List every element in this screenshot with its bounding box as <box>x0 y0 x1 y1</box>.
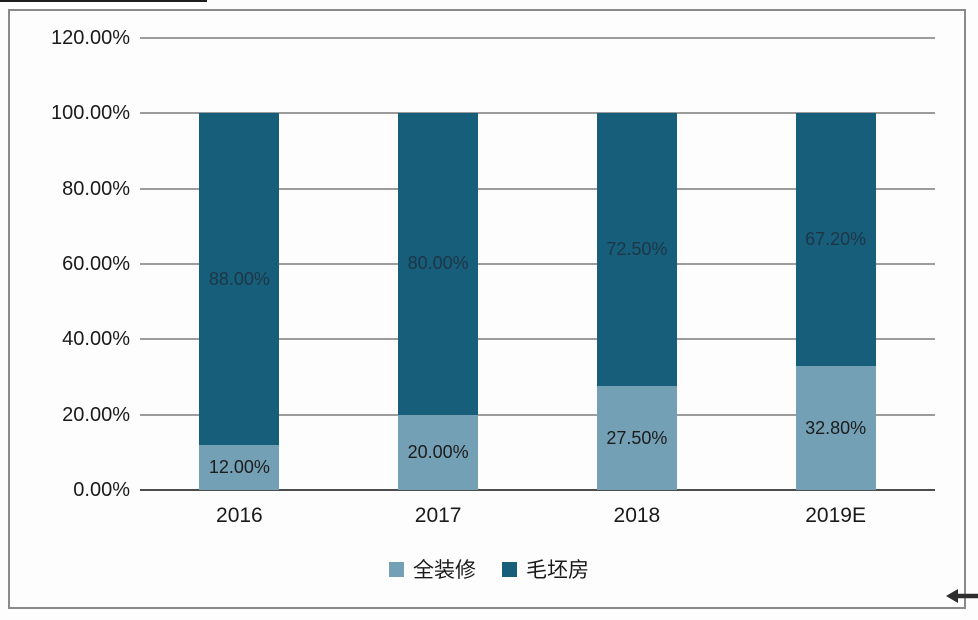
gridline <box>140 338 935 341</box>
x-axis-tick-label: 2018 <box>613 504 661 527</box>
y-axis-tick-label: 20.00% <box>62 403 130 426</box>
bar-segment-series-1-2018: 72.50% <box>596 113 677 387</box>
x-axis-baseline <box>140 489 935 491</box>
legend-label: 毛坯房 <box>526 559 589 582</box>
gridline <box>140 413 935 416</box>
bar-value-label: 20.00% <box>407 441 469 462</box>
gridline <box>140 263 935 265</box>
top-edge-artifact-line <box>0 0 207 2</box>
bar-value-label: 32.80% <box>805 417 867 438</box>
bar-value-label: 88.00% <box>208 268 270 289</box>
x-axis-tick-label: 2017 <box>414 504 462 527</box>
legend-item-0: 全装修 <box>389 554 476 584</box>
y-axis-tick-label: 80.00% <box>62 177 130 200</box>
y-axis-tick-label: 60.00% <box>62 253 130 275</box>
bar-value-label: 80.00% <box>407 253 469 274</box>
legend-item-1: 毛坯房 <box>502 554 589 584</box>
legend-swatch-icon <box>502 561 517 577</box>
bar-value-label: 72.50% <box>606 239 668 260</box>
bar-segment-series-0-2019E: 32.80% <box>795 366 876 490</box>
y-axis-tick-label: 40.00% <box>62 328 130 351</box>
gridline <box>140 187 935 190</box>
bar-value-label: 67.20% <box>805 229 867 250</box>
bar-segment-series-0-2017: 20.00% <box>398 414 479 490</box>
y-axis-tick-label: 100.00% <box>51 102 130 125</box>
chart-legend: 全装修 毛坯房 <box>0 554 978 584</box>
y-axis-tick-label: 120.00% <box>51 27 130 49</box>
bar-segment-series-0-2016: 12.00% <box>199 444 280 490</box>
x-axis-tick-label: 2016 <box>216 504 263 527</box>
legend-swatch-icon <box>389 561 404 577</box>
legend-label: 全装修 <box>413 559 476 582</box>
gridline <box>140 37 935 39</box>
bar-segment-series-1-2016: 88.00% <box>199 113 280 445</box>
x-axis-tick-label: 2019E <box>805 504 866 527</box>
bar-value-label: 27.50% <box>606 427 668 448</box>
y-axis-tick-label: 0.00% <box>73 479 130 501</box>
cursor-arrow-icon <box>946 589 978 603</box>
bar-value-label: 12.00% <box>208 456 270 477</box>
bar-segment-series-1-2019E: 67.20% <box>795 113 876 367</box>
bar-segment-series-1-2017: 80.00% <box>398 113 479 415</box>
gridline <box>140 112 935 115</box>
bar-segment-series-0-2018: 27.50% <box>596 386 677 490</box>
